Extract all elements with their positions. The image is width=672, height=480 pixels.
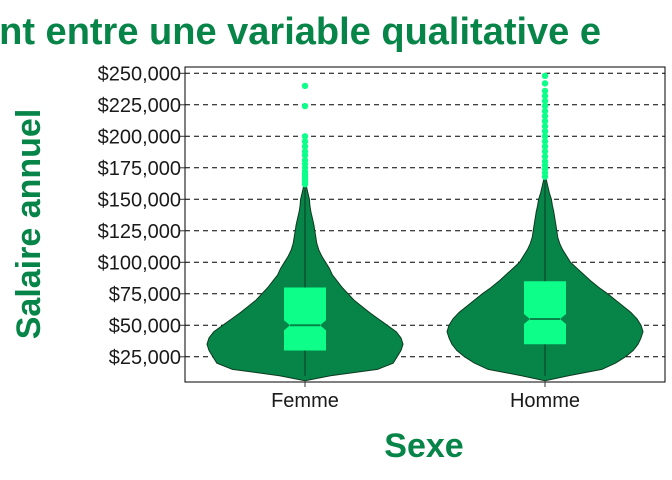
outlier-point [541,112,549,120]
outlier-point [541,87,549,95]
outlier-point [541,128,549,135]
outlier-point [301,102,309,110]
outlier-point [301,82,309,90]
outlier-point [301,157,309,164]
outlier-point [541,133,549,140]
y-tick-label: $175,000 [98,158,181,180]
outlier-point [541,107,549,115]
outlier-point [541,153,549,160]
y-tick-label: $250,000 [98,63,181,85]
x-axis-title: Sexe [384,427,463,465]
chart-title: ent entre une variable qualitative e [0,11,601,53]
outlier-point [541,148,549,155]
outlier-point [541,92,549,100]
y-tick-label: $150,000 [98,189,181,211]
outlier-point [301,143,309,150]
y-tick-label: $25,000 [109,347,181,369]
x-tick-label: Femme [271,390,339,412]
violins [206,72,644,382]
x-tick-label: Homme [510,390,580,412]
outlier-point [541,72,549,80]
outlier-point [541,80,549,87]
outlier-point [541,138,549,145]
y-axis-title: Salaire annuel [10,109,48,340]
outlier-point [541,102,549,110]
y-tick-label: $75,000 [109,284,181,306]
y-tick-label: $200,000 [98,126,181,148]
box-homme [524,281,566,345]
x-axis-ticks: Femme Homme [271,382,580,412]
y-tick-label: $225,000 [98,95,181,117]
outlier-point [541,97,549,105]
box-femme [284,287,326,351]
y-tick-label: $100,000 [98,252,181,274]
outlier-point [301,138,309,145]
outlier-point [541,117,549,125]
outlier-point [301,148,309,155]
y-tick-label: $125,000 [98,221,181,243]
y-tick-label: $50,000 [109,315,181,337]
outlier-point [541,158,549,165]
outlier-point [301,133,309,140]
outlier-point [541,123,549,130]
outlier-point [541,143,549,150]
y-axis-ticks: $25,000 $50,000 $75,000 $100,000 $125,000 $15… [98,63,185,369]
